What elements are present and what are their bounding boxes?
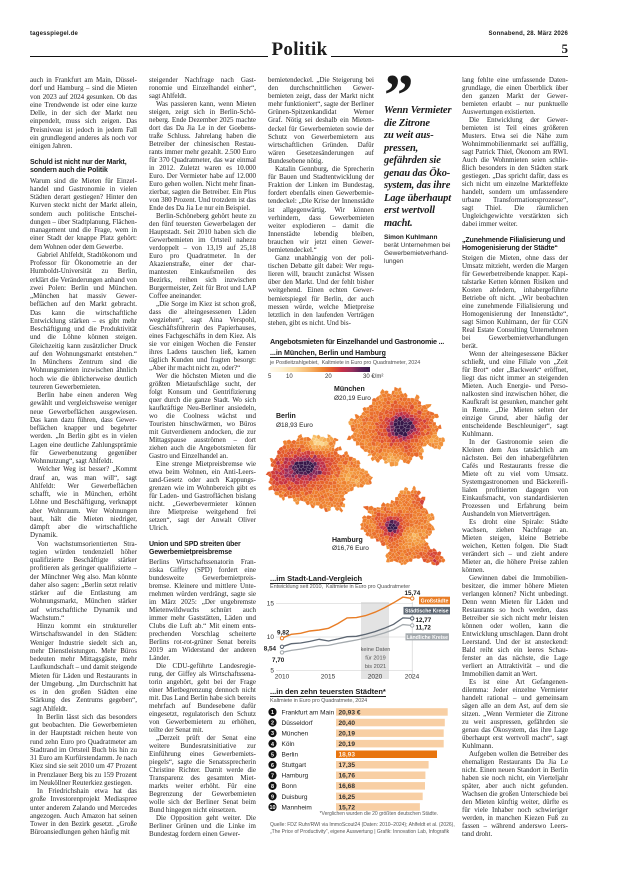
svg-text:9: 9 [271,795,274,801]
svg-text:2020: 2020 [368,674,383,681]
svg-text:Berlin: Berlin [282,752,299,759]
svg-text:Düsseldorf: Düsseldorf [282,720,313,727]
svg-text:5: 5 [271,752,274,758]
svg-text:16,25: 16,25 [339,794,356,801]
svg-text:16,68: 16,68 [339,783,356,790]
svg-text:7,70: 7,70 [272,657,285,664]
svg-text:18,93: 18,93 [339,752,356,759]
svg-text:bis 2021: bis 2021 [365,664,386,670]
svg-text:keine Daten: keine Daten [361,647,391,653]
svg-text:Frankfurt am Main: Frankfurt am Main [282,709,335,716]
svg-text:2024: 2024 [405,674,420,681]
svg-text:20,19: 20,19 [339,731,356,738]
svg-text:11,72: 11,72 [416,625,432,632]
svg-text:20,19: 20,19 [339,741,356,748]
svg-text:2010: 2010 [275,674,290,681]
svg-text:2015: 2015 [321,674,336,681]
svg-text:10: 10 [267,634,275,641]
svg-text:1: 1 [271,710,274,716]
svg-text:6: 6 [271,763,274,769]
svg-text:9,82: 9,82 [277,630,290,637]
svg-text:15,74: 15,74 [405,590,421,597]
svg-text:7: 7 [271,773,274,779]
svg-text:Städtische Kreise: Städtische Kreise [405,609,449,615]
svg-text:München: München [282,731,309,738]
svg-text:20,93 €: 20,93 € [339,709,361,716]
svg-text:5: 5 [270,668,274,675]
svg-text:Stuttgart: Stuttgart [282,762,307,769]
svg-text:8,54: 8,54 [264,646,277,653]
svg-text:15,72: 15,72 [339,804,356,811]
svg-text:10: 10 [270,805,276,811]
svg-text:8: 8 [271,784,274,790]
svg-text:Bonn: Bonn [282,783,298,790]
svg-text:Mannheim: Mannheim [282,804,312,811]
svg-text:Ländliche Kreise: Ländliche Kreise [406,635,448,641]
svg-text:4: 4 [271,742,274,748]
svg-text:Köln: Köln [282,741,295,748]
svg-text:für 2019: für 2019 [365,656,386,662]
svg-text:15: 15 [267,601,275,608]
svg-text:17,35: 17,35 [339,762,356,769]
svg-text:Großstädte: Großstädte [421,599,449,605]
svg-text:16,76: 16,76 [339,773,356,780]
svg-text:12,77: 12,77 [416,617,432,624]
svg-text:Hamburg: Hamburg [282,773,309,780]
svg-text:20,40: 20,40 [339,720,356,727]
svg-text:3: 3 [271,731,274,737]
svg-text:Duisburg: Duisburg [282,794,308,801]
svg-text:2: 2 [271,721,274,727]
